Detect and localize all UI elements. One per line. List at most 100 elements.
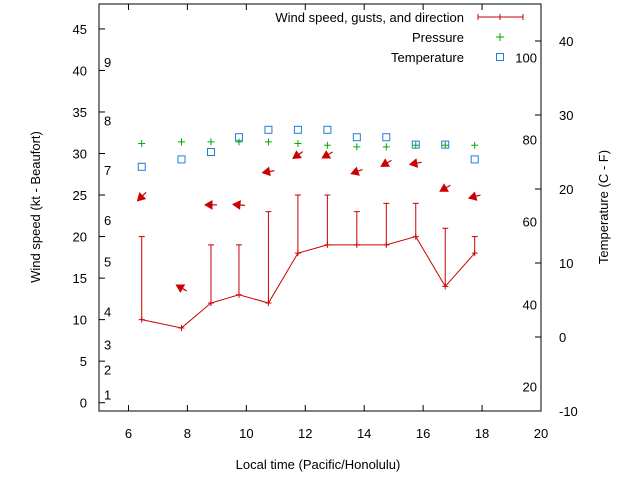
temperature-point xyxy=(470,155,479,164)
y2-tick-label: 20 xyxy=(559,182,573,197)
pressure-point xyxy=(294,140,302,148)
wind-direction-arrowhead xyxy=(350,166,360,176)
beaufort-label: 8 xyxy=(104,113,111,128)
pressure-point xyxy=(441,141,449,149)
fahrenheit-label: 100 xyxy=(515,50,537,65)
pressure-point xyxy=(264,138,272,146)
y-tick-label: 5 xyxy=(80,354,87,369)
pressure-point xyxy=(412,141,420,149)
y2-tick-label: 10 xyxy=(559,256,573,271)
wind-direction-arrowhead xyxy=(467,191,478,201)
beaufort-label: 9 xyxy=(104,55,111,70)
wind-direction-arrowhead xyxy=(203,200,213,210)
y2-axis-label: Temperature (C - F) xyxy=(596,150,611,264)
axes: 6 8 10 12 14 16 18 20051015202530354045-1001020… xyxy=(73,4,578,441)
fahrenheit-label: 20 xyxy=(523,380,537,395)
pressure-point xyxy=(207,138,215,146)
beaufort-label: 7 xyxy=(104,163,111,178)
legend-label: Wind speed, gusts, and direction xyxy=(275,10,464,25)
wind-direction-arrowhead xyxy=(261,166,271,177)
fahrenheit-label: 60 xyxy=(523,215,537,230)
pressure-point xyxy=(323,141,331,149)
x-tick-label: 18 xyxy=(475,426,489,441)
temperature-point xyxy=(206,148,215,156)
pressure-point xyxy=(471,141,479,149)
pressure-point xyxy=(353,143,361,151)
temperature-point xyxy=(382,133,391,142)
temperature-point xyxy=(177,155,186,164)
wind-direction-arrowhead xyxy=(380,158,391,167)
wind-direction-arrowhead xyxy=(292,150,302,160)
beaufort-label: 2 xyxy=(104,362,111,377)
wind-speed-point xyxy=(235,291,242,298)
wind-speed-point xyxy=(383,241,390,248)
y-tick-label: 40 xyxy=(73,63,87,78)
x-tick-label: 14 xyxy=(357,426,371,441)
y-tick-label: 25 xyxy=(73,188,87,203)
wind-speed-point xyxy=(265,300,272,307)
y-tick-label: 15 xyxy=(73,271,87,286)
x-tick-label: 6 xyxy=(125,426,132,441)
wind-speed-point xyxy=(294,250,301,257)
wind-speed-point xyxy=(324,241,331,248)
legend-label: Temperature xyxy=(391,50,464,65)
y-axis-label: Wind speed (kt - Beaufort) xyxy=(28,131,43,283)
temperature-point xyxy=(264,125,273,134)
x-tick-label: 20 xyxy=(534,426,548,441)
x-tick-label: 10 xyxy=(239,426,253,441)
temperature-point xyxy=(411,140,420,149)
y-tick-label: 45 xyxy=(73,22,87,37)
y-tick-label: 0 xyxy=(80,396,87,411)
y2-tick-label: 30 xyxy=(559,108,573,123)
temperature-point xyxy=(234,133,243,142)
pressure-point xyxy=(235,138,243,146)
wind-direction-arrowhead xyxy=(175,284,186,293)
temperature-point xyxy=(323,125,332,134)
wind-speed-point xyxy=(442,283,449,290)
legend-swatch-marker xyxy=(496,53,504,61)
y-tick-label: 30 xyxy=(73,147,87,162)
y-tick-label: 10 xyxy=(73,313,87,328)
beaufort-label: 6 xyxy=(104,213,111,228)
fahrenheit-label: 80 xyxy=(523,132,537,147)
y-tick-label: 20 xyxy=(73,230,87,245)
legend-swatch-marker xyxy=(496,33,504,41)
pressure-point xyxy=(178,138,186,146)
y-tick-label: 35 xyxy=(73,105,87,120)
wind-speed-point xyxy=(412,233,419,240)
y2-tick-label: 0 xyxy=(559,330,566,345)
wind-direction-arrowhead xyxy=(231,200,241,210)
pressure-point xyxy=(382,143,390,151)
wind-direction-arrowhead xyxy=(136,192,147,202)
temperature-point xyxy=(352,133,361,142)
pressure-point xyxy=(138,140,146,148)
x-axis-label: Local time (Pacific/Honolulu) xyxy=(236,457,401,472)
beaufort-label: 4 xyxy=(104,304,111,319)
temperature-point xyxy=(441,140,450,149)
x-tick-label: 16 xyxy=(416,426,430,441)
wind-direction-arrowhead xyxy=(439,183,449,192)
wind-speed-point xyxy=(207,300,214,307)
wind-speed-line xyxy=(141,235,476,329)
wind-speed-point xyxy=(138,316,145,323)
x-tick-label: 12 xyxy=(298,426,312,441)
legend-label: Pressure xyxy=(412,30,464,45)
wind-speed-point xyxy=(353,241,360,248)
wind-direction-arrowhead xyxy=(408,158,419,168)
beaufort-label: 1 xyxy=(104,387,111,402)
wind-speed-point xyxy=(471,250,478,257)
plot-frame xyxy=(98,3,542,412)
wind-speed-point xyxy=(178,324,185,331)
legend: Wind speed, gusts, and direction Pressure… xyxy=(275,10,524,65)
temperature-point xyxy=(137,162,146,171)
x-tick-label: 8 xyxy=(184,426,191,441)
y2-tick-label: 40 xyxy=(559,34,573,49)
series-marks xyxy=(136,125,481,331)
beaufort-label: 3 xyxy=(104,338,111,353)
wind-direction-arrowhead xyxy=(321,150,332,159)
temperature-point xyxy=(293,125,302,134)
fahrenheit-label: 40 xyxy=(523,297,537,312)
beaufort-label: 5 xyxy=(104,254,111,269)
y2-tick-label: -10 xyxy=(559,404,578,419)
